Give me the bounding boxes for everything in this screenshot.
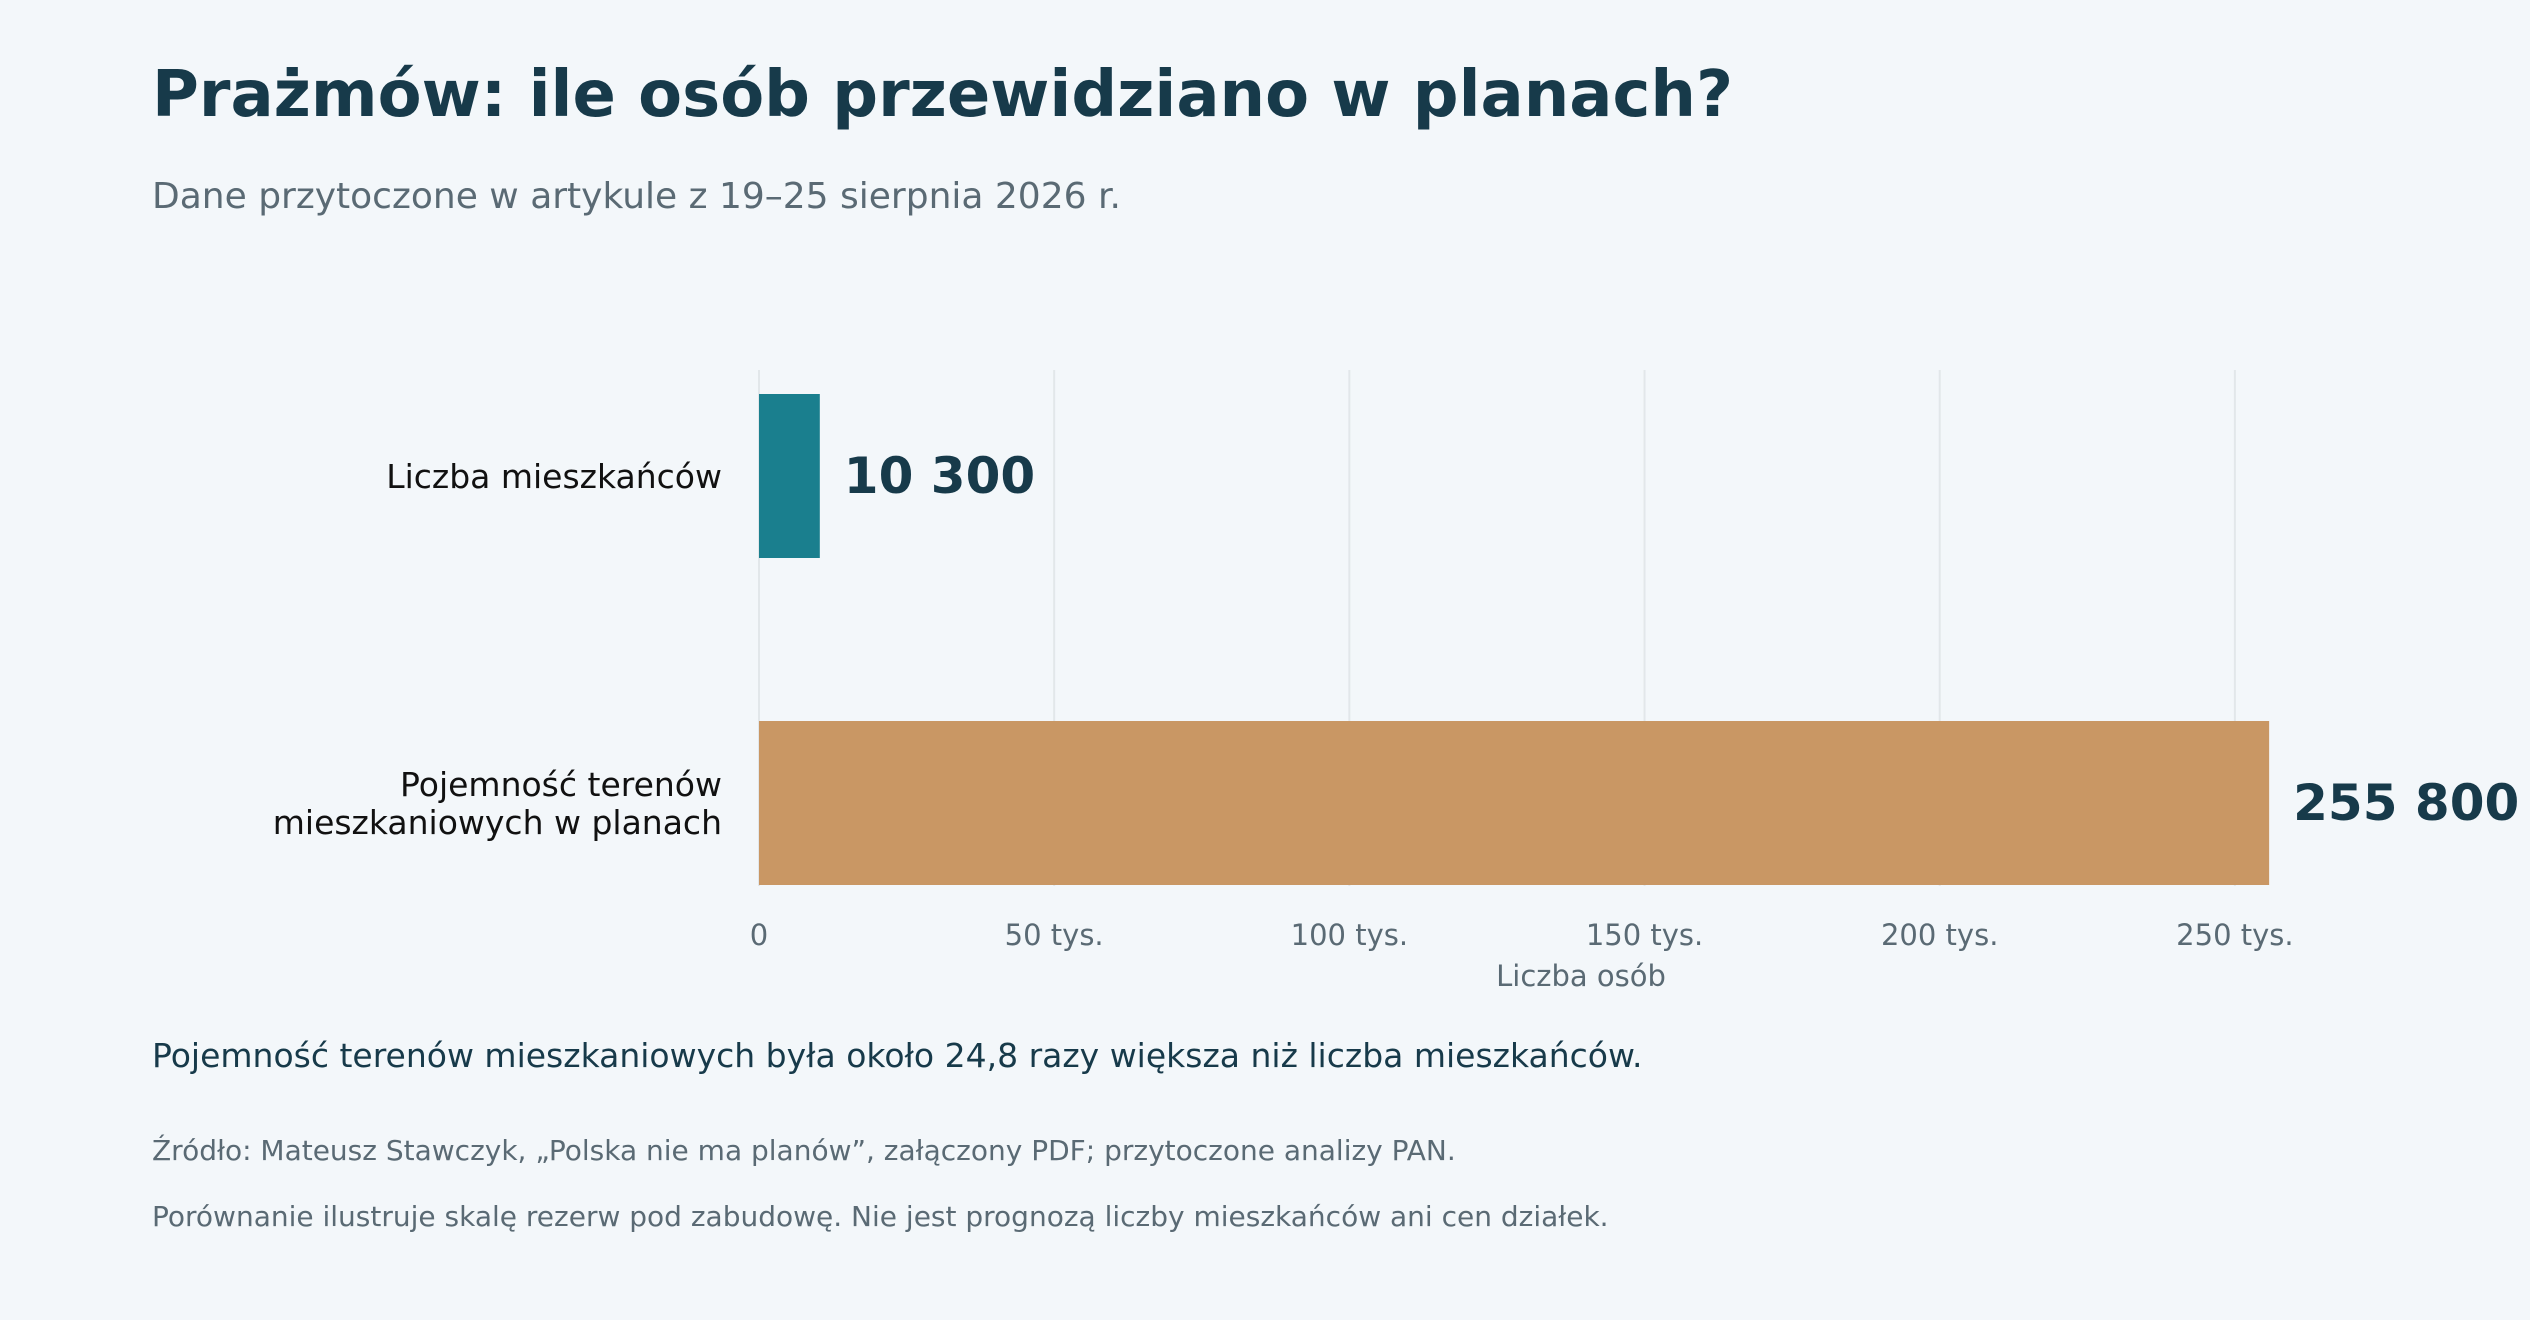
category-label: Pojemność terenów mieszkaniowych w planac…	[273, 765, 722, 842]
bar-value-label: 10 300	[844, 447, 1035, 505]
takeaway-text: Pojemność terenów mieszkaniowych była ok…	[152, 1036, 1643, 1075]
bar-value-label: 255 800	[2293, 774, 2519, 832]
value-labels: 10 300 255 800	[844, 447, 2519, 832]
bars	[759, 394, 2270, 885]
bar-chart: Liczba mieszkańców Pojemność terenów miesz…	[273, 370, 2519, 993]
x-tick-label: 250 tys.	[2176, 918, 2293, 952]
category-label: Liczba mieszkańców	[386, 457, 722, 496]
x-axis-ticks: 0 50 tys. 100 tys. 150 tys. 200 tys. 250 tys.	[750, 918, 2294, 952]
x-tick-label: 100 tys.	[1291, 918, 1408, 952]
bar	[759, 721, 2270, 885]
page-title: Prażmów: ile osób przewidziano w planach…	[152, 58, 1734, 132]
x-tick-label: 0	[750, 918, 768, 952]
category-labels: Liczba mieszkańców Pojemność terenów miesz…	[273, 457, 722, 842]
page-subtitle: Dane przytoczone w artykule z 19–25 sier…	[152, 176, 1121, 217]
disclaimer-note: Porównanie ilustruje skalę rezerw pod za…	[152, 1200, 1609, 1233]
x-tick-label: 50 tys.	[1005, 918, 1104, 952]
x-tick-label: 150 tys.	[1586, 918, 1703, 952]
source-note: Źródło: Mateusz Stawczyk, „Polska nie ma…	[152, 1134, 1456, 1167]
bar	[759, 394, 820, 558]
x-axis-title: Liczba osób	[1496, 959, 1666, 993]
x-tick-label: 200 tys.	[1881, 918, 1998, 952]
